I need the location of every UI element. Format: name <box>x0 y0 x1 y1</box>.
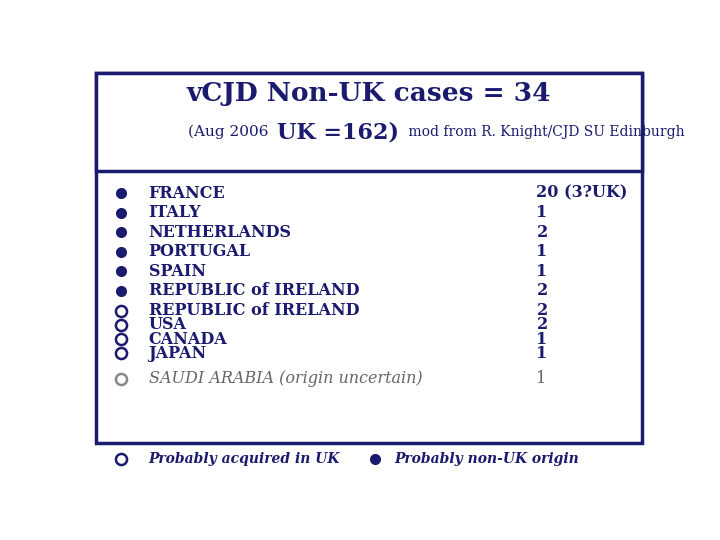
Text: 2: 2 <box>536 302 548 320</box>
Text: vCJD Non-UK cases = 34: vCJD Non-UK cases = 34 <box>186 82 552 106</box>
Text: 20 (3?UK): 20 (3?UK) <box>536 185 628 201</box>
Text: 1: 1 <box>536 262 548 280</box>
Text: SAUDI ARABIA (origin uncertain): SAUDI ARABIA (origin uncertain) <box>148 370 422 387</box>
Text: JAPAN: JAPAN <box>148 345 207 362</box>
Text: 2: 2 <box>536 282 548 299</box>
Text: 1: 1 <box>536 370 546 387</box>
Text: 1: 1 <box>536 330 548 348</box>
Text: Probably acquired in UK: Probably acquired in UK <box>148 451 340 465</box>
Text: FRANCE: FRANCE <box>148 185 225 201</box>
Text: ITALY: ITALY <box>148 204 201 221</box>
Text: 2: 2 <box>536 316 548 334</box>
Text: 1: 1 <box>536 345 548 362</box>
Text: (Aug 2006: (Aug 2006 <box>188 125 273 139</box>
Text: CANADA: CANADA <box>148 330 228 348</box>
FancyBboxPatch shape <box>96 73 642 171</box>
FancyBboxPatch shape <box>96 73 642 443</box>
Text: 1: 1 <box>536 204 548 221</box>
Text: PORTUGAL: PORTUGAL <box>148 243 251 260</box>
Text: 2: 2 <box>536 224 548 240</box>
Text: USA: USA <box>148 316 186 334</box>
Text: SPAIN: SPAIN <box>148 262 206 280</box>
Text: REPUBLIC of IRELAND: REPUBLIC of IRELAND <box>148 282 359 299</box>
Text: REPUBLIC of IRELAND: REPUBLIC of IRELAND <box>148 302 359 320</box>
Text: UK =162): UK =162) <box>277 121 399 143</box>
Text: 1: 1 <box>536 243 548 260</box>
Text: NETHERLANDS: NETHERLANDS <box>148 224 292 240</box>
Text: mod from R. Knight/CJD SU Edinburgh: mod from R. Knight/CJD SU Edinburgh <box>404 125 684 139</box>
Text: Probably non-UK origin: Probably non-UK origin <box>394 451 579 465</box>
